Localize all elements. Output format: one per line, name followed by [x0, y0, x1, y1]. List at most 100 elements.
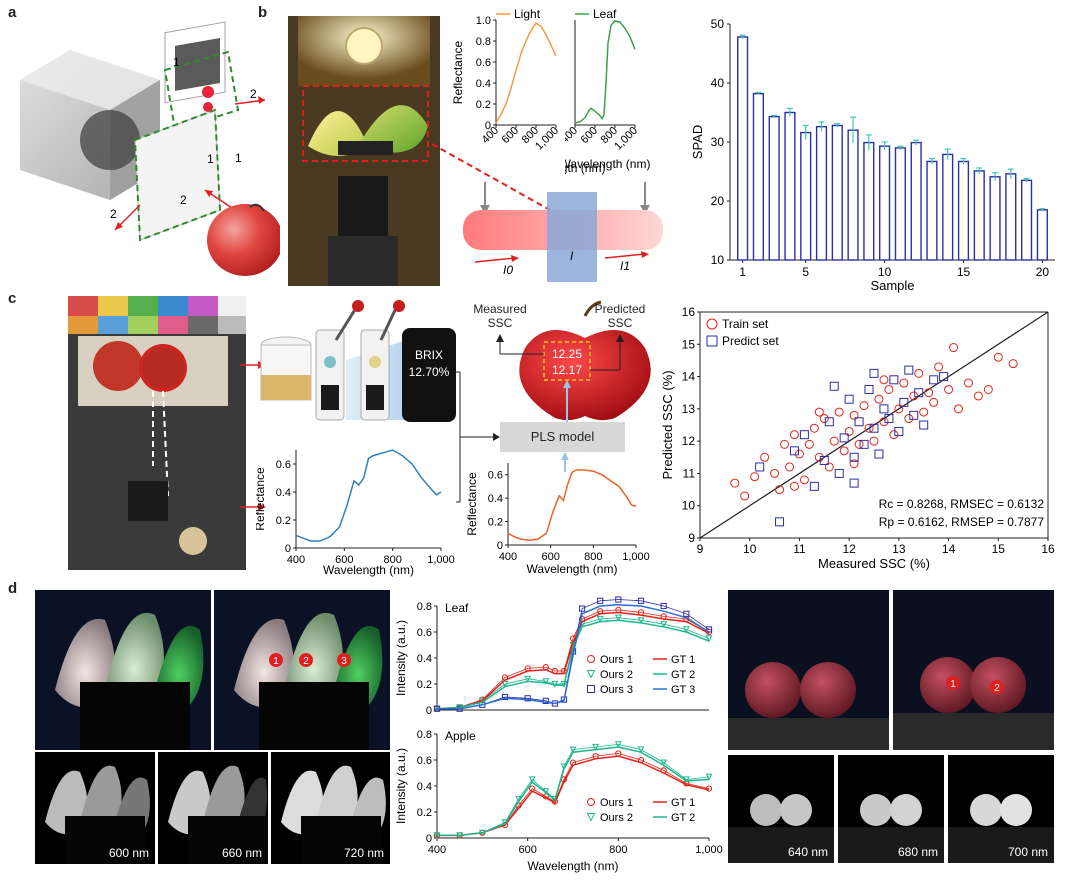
predict-point [839, 433, 849, 443]
y-tick-label: 0 [497, 540, 503, 552]
ours-point [660, 602, 667, 610]
train-point [973, 391, 983, 401]
predict-point [909, 410, 919, 420]
y-tick-label: 0.4 [417, 653, 432, 665]
ours-point [683, 610, 690, 617]
apple-band-image-3: 700 nm [948, 755, 1054, 863]
ours-point [596, 615, 604, 623]
x-tick-label: 800 [609, 844, 627, 856]
train-point [924, 388, 934, 398]
spad-bar [942, 153, 954, 261]
leaf-rgb-image [35, 590, 211, 750]
brix-display: BRIX 12.70% [402, 328, 456, 422]
spad-bar [879, 145, 891, 261]
ours-point [705, 635, 713, 643]
train-point [809, 423, 819, 433]
train-point [794, 449, 804, 459]
train-point [750, 472, 760, 482]
train-point [854, 439, 864, 449]
spad-bar [1021, 179, 1033, 261]
x-tick-label: 1,000 [695, 844, 723, 856]
pls-model-label: PLS model [530, 429, 595, 444]
spad-bar [1036, 209, 1048, 261]
connector-dashed-line [431, 143, 551, 211]
leaf-band-image-3: 720 nm [271, 752, 390, 864]
leaf-marker-3: 3 [341, 656, 347, 667]
legend-marker [587, 685, 595, 693]
predict-point [919, 420, 929, 430]
light-reflectance-chart: 4006008001,00000.20.40.60.81.0Reflectanc… [451, 7, 561, 153]
panel-label-a: a [8, 4, 17, 21]
spad-bar [784, 111, 796, 261]
stats-line-1: Rc = 0.8268, RMSEC = 0.6132 [879, 497, 1045, 511]
x-tick-label: 14 [942, 542, 956, 556]
x-tick-label: 1,000 [533, 125, 561, 153]
y-tick-label: 0.6 [476, 57, 491, 69]
ours-line [436, 609, 710, 710]
leaf-intensity-chart: 0 0.2 0.4 0.6 0.8 Intensity (a.u.) Leaf Ours 1 O… [395, 596, 713, 717]
y-tick-label: 0.4 [417, 781, 432, 793]
spad-bar [894, 147, 906, 261]
train-point [760, 452, 770, 462]
train-point [824, 462, 834, 472]
spad-bar [847, 129, 859, 261]
legend-label-1: Train set [722, 317, 769, 331]
x-tick-label: 20 [1036, 265, 1050, 279]
apple-rgb-image [728, 590, 889, 750]
x-tick-label: 400 [499, 551, 517, 563]
spad-bar [910, 141, 922, 261]
y-tick-label: 0 [426, 705, 432, 717]
legend-marker [587, 798, 595, 806]
y-tick-label: 0.6 [488, 470, 503, 482]
spad-bar [768, 115, 780, 261]
train-point [874, 394, 884, 404]
pls-model-box: PLS model [500, 422, 625, 452]
x-axis-label: Wavelength (nm) [527, 562, 618, 576]
callout-a-1: 1 [173, 55, 180, 69]
measured-ssc-label: Measured SSC [473, 302, 527, 330]
predict-point [894, 426, 904, 436]
train-point [909, 391, 919, 401]
train-point [904, 414, 914, 424]
train-point [775, 485, 785, 495]
brix-value: 12.70% [408, 365, 450, 379]
x-tick-label: 400 [287, 554, 305, 566]
spad-bar [831, 124, 843, 261]
predict-point [844, 394, 854, 404]
predict-point [859, 439, 869, 449]
apple-band-image-1: 640 nm [728, 755, 834, 863]
ours-point [637, 746, 645, 754]
ours-point [660, 759, 668, 767]
predict-point [775, 517, 785, 527]
y-tick-label: 0.6 [417, 755, 432, 767]
spad-bar [957, 160, 970, 261]
predict-point [809, 481, 819, 491]
predict-point [869, 423, 879, 433]
train-point [879, 375, 889, 385]
beam-label-i1: I1 [620, 259, 630, 273]
spad-bar [989, 176, 1001, 261]
ours-point [614, 741, 622, 749]
x-tick-label: 12 [842, 542, 856, 556]
device-render-illustration: 1 2 1 2 1 2 [20, 21, 280, 276]
callout-a-5: 1 [207, 152, 214, 166]
brix-refractometer-illustration [260, 300, 406, 421]
leaf-band-label-3: 720 nm [343, 846, 384, 860]
train-point [919, 407, 929, 417]
ours-point [542, 678, 550, 686]
train-point [894, 404, 904, 414]
callout-a-2: 2 [250, 87, 257, 101]
train-point [954, 404, 964, 414]
x-tick-label: 5 [802, 265, 809, 279]
pls-spectrum-chart: 400 600 800 1,000 0 0.2 0.4 0.6 Wavelength (nm) R… [465, 463, 650, 576]
x-tick-label: 600 [500, 125, 521, 146]
y-tick-label: 50 [711, 17, 725, 31]
legend-label-2: Predict set [722, 334, 779, 348]
x-tick-label: 800 [383, 554, 401, 566]
beam-transmission-diagram: I0 I I1 [463, 182, 663, 282]
legend-marker [587, 655, 595, 663]
apple-intensity-chart: 400 600 800 1,000 0 0.2 0.4 0.6 0.8 Wavelength (n… [395, 729, 723, 873]
predict-point [755, 462, 765, 472]
predict-point [889, 375, 899, 385]
